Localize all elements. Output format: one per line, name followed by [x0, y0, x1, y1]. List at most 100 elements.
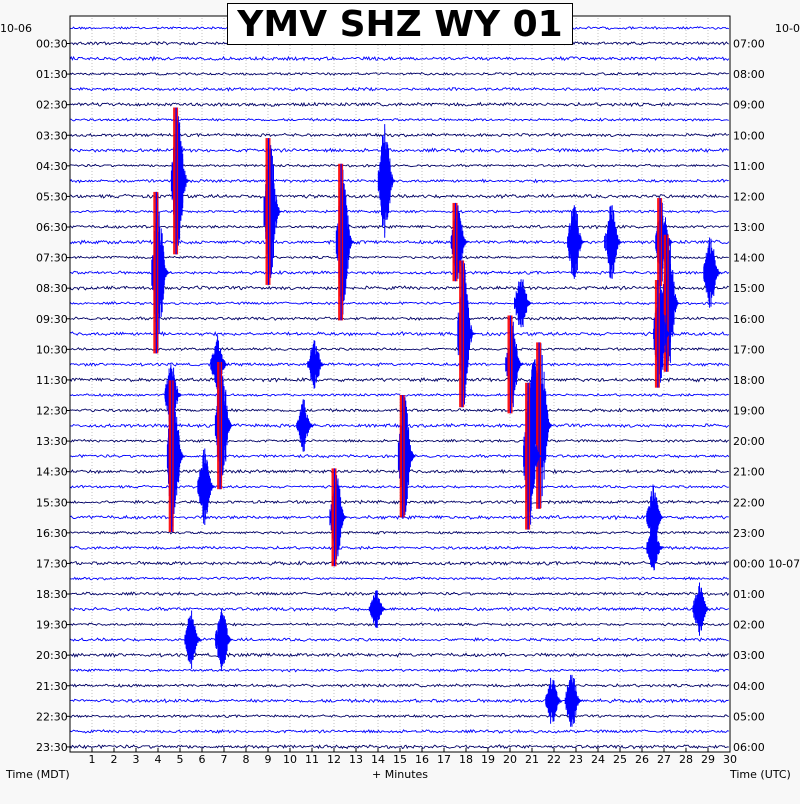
start-date-right: 10-0 — [775, 22, 800, 35]
right-time-label: 07:00 — [733, 38, 765, 51]
x-tick-label: 30 — [723, 753, 737, 766]
x-tick-label: 25 — [613, 753, 627, 766]
event-burst — [604, 205, 624, 279]
right-time-label: 06:00 — [733, 741, 765, 754]
events — [151, 107, 724, 727]
event-waveform — [184, 610, 205, 669]
trace-line — [69, 101, 729, 108]
x-tick-label: 8 — [243, 753, 250, 766]
x-tick-label: 19 — [481, 753, 495, 766]
x-tick-label: 16 — [415, 753, 429, 766]
trace-line — [69, 637, 729, 643]
event-burst — [214, 361, 236, 490]
x-tick-label: 12 — [327, 753, 341, 766]
trace-line — [69, 514, 729, 521]
x-tick-label: 26 — [635, 753, 649, 766]
trace-line — [69, 300, 729, 306]
event-burst — [170, 107, 191, 255]
event-burst — [545, 677, 565, 724]
left-time-label: 05:30 — [36, 190, 68, 203]
trace-line — [69, 422, 730, 429]
x-tick-label: 18 — [459, 753, 473, 766]
event-burst — [692, 582, 713, 636]
event-burst — [296, 399, 316, 452]
trace-line — [69, 591, 730, 597]
left-time-label: 01:30 — [36, 68, 68, 81]
trace-line — [69, 86, 730, 92]
trace-line — [69, 255, 729, 260]
right-time-label: 19:00 — [733, 405, 765, 418]
x-tick-label: 28 — [679, 753, 693, 766]
trace-line — [69, 346, 729, 352]
left-time-label: 09:30 — [36, 313, 68, 326]
right-time-label: 12:00 — [733, 190, 765, 203]
x-tick-label: 29 — [701, 753, 715, 766]
left-time-label: 20:30 — [36, 649, 68, 662]
event-burst — [335, 163, 358, 321]
left-time-label: 07:30 — [36, 252, 68, 265]
left-time-label: 03:30 — [36, 129, 68, 142]
event-burst — [329, 468, 351, 567]
event-burst — [307, 340, 327, 389]
event-waveform — [545, 677, 565, 724]
left-axis-title: Time (MDT) — [6, 768, 70, 781]
x-tick-label: 9 — [265, 753, 272, 766]
right-time-label: 00:00 10-07 — [733, 557, 800, 570]
left-time-label: 11:30 — [36, 374, 68, 387]
trace-line — [69, 331, 730, 337]
left-time-label: 00:30 — [36, 38, 68, 51]
left-time-label: 04:30 — [36, 160, 68, 173]
right-axis-title: Time (UTC) — [730, 768, 791, 781]
event-burst — [450, 202, 471, 282]
event-waveform — [703, 237, 724, 308]
event-burst — [646, 525, 667, 571]
right-time-label: 11:00 — [733, 160, 765, 173]
event-burst — [523, 382, 544, 530]
trace-line — [69, 668, 730, 673]
trace-line — [69, 55, 730, 62]
right-time-label: 15:00 — [733, 282, 765, 295]
event-burst — [646, 484, 667, 551]
trace-line — [69, 714, 729, 719]
event-burst — [567, 205, 588, 279]
x-tick-label: 21 — [525, 753, 539, 766]
trace-line — [69, 269, 730, 276]
right-time-label: 13:00 — [733, 221, 765, 234]
trace-line — [69, 362, 730, 367]
right-time-label: 10:00 — [733, 129, 765, 142]
left-time-label: 21:30 — [36, 680, 68, 693]
trace-line — [69, 576, 729, 581]
x-tick-label: 3 — [133, 753, 140, 766]
right-time-label: 02:00 — [733, 619, 765, 632]
trace-line — [69, 622, 730, 627]
x-tick-label: 2 — [111, 753, 118, 766]
right-time-label: 08:00 — [733, 68, 765, 81]
trace-line — [69, 697, 729, 704]
trace-line — [69, 560, 730, 566]
chart-title: YMV SHZ WY 01 — [227, 3, 573, 45]
x-tick-label: 22 — [547, 753, 561, 766]
right-time-label: 21:00 — [733, 466, 765, 479]
trace-line — [69, 71, 729, 77]
x-tick-label: 24 — [591, 753, 605, 766]
x-tick-label: 5 — [177, 753, 184, 766]
right-time-label: 23:00 — [733, 527, 765, 540]
x-tick-label: 6 — [199, 753, 206, 766]
right-time-label: 04:00 — [733, 680, 765, 693]
event-waveform — [567, 205, 588, 279]
x-tick-label: 15 — [393, 753, 407, 766]
event-burst — [564, 674, 585, 727]
event-burst — [457, 260, 478, 408]
right-time-label: 22:00 — [733, 496, 765, 509]
trace-line — [69, 316, 730, 322]
left-time-label: 19:30 — [36, 619, 68, 632]
event-waveform — [307, 340, 327, 389]
x-tick-label: 14 — [371, 753, 385, 766]
right-time-label: 20:00 — [733, 435, 765, 448]
event-burst — [166, 380, 189, 533]
trace-line — [69, 377, 730, 383]
trace-line — [69, 499, 730, 505]
event-waveform — [296, 399, 316, 452]
